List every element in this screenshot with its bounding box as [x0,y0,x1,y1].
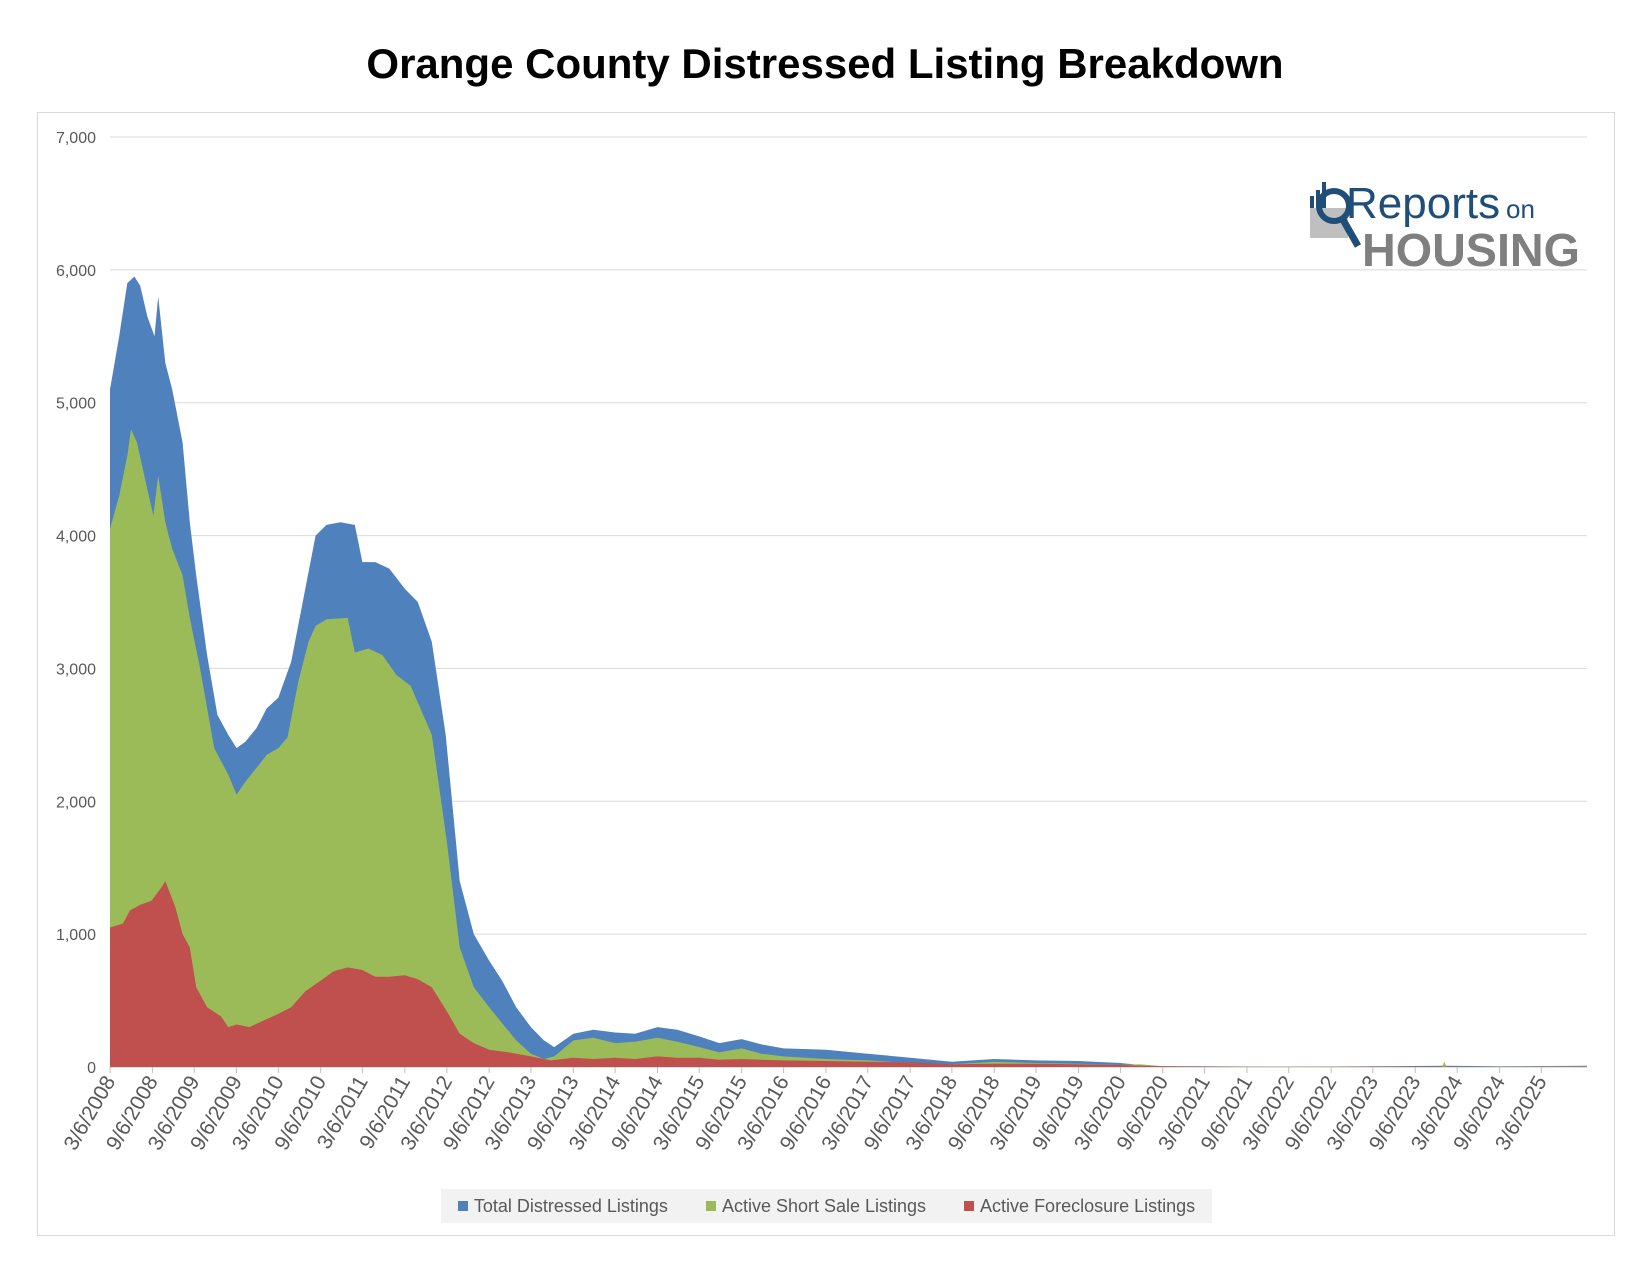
legend-swatch-foreclosure [964,1201,975,1211]
y-tick-label: 1,000 [56,927,96,944]
legend-swatch-total [457,1201,468,1211]
y-tick-label: 5,000 [56,396,96,413]
legend-item-short-sale: Active Short Sale Listings [705,1195,927,1217]
y-tick-label: 4,000 [56,529,96,546]
legend-swatch-short-sale [705,1201,716,1211]
y-tick-label: 7,000 [56,130,96,147]
y-tick-label: 2,000 [56,794,96,811]
legend-label-short-sale: Active Short Sale Listings [721,1195,927,1216]
y-tick-label: 0 [87,1060,96,1077]
y-tick-label: 6,000 [56,263,96,280]
logo-bar-icon [1310,196,1314,210]
legend-label-foreclosure: Active Foreclosure Listings [980,1195,1196,1216]
area-series-2 [110,881,1587,1067]
y-tick-label: 3,000 [56,661,96,678]
chart-title: Orange County Distressed Listing Breakdo… [366,40,1284,87]
legend-item-foreclosure: Active Foreclosure Listings [964,1196,1195,1217]
logo-reports-text: Reports [1346,179,1500,228]
area-series-1 [110,429,1587,1067]
legend-label-total: Total Distressed Listings [473,1195,668,1216]
logo-on-text: on [1506,194,1535,224]
legend: Total Distressed Listings Active Short S… [441,1189,1212,1223]
logo-housing-text: HOUSING [1362,224,1580,276]
reports-on-housing-logo: Reports on HOUSING [1310,179,1580,276]
series-areas [110,276,1587,1067]
legend-item-total: Total Distressed Listings [457,1195,668,1217]
